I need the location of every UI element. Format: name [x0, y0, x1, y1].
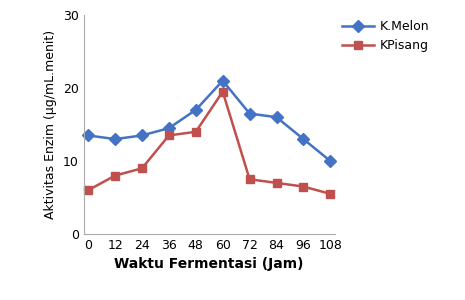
KPisang [166, 134, 172, 137]
K.Melon [220, 79, 226, 83]
K.Melon [300, 137, 306, 141]
KPisang [327, 192, 333, 196]
K.Melon [139, 134, 145, 137]
K.Melon [193, 108, 199, 112]
Line: K.Melon: K.Melon [84, 76, 334, 165]
K.Melon [327, 159, 333, 163]
K.Melon [274, 116, 279, 119]
KPisang [300, 185, 306, 188]
X-axis label: Waktu Fermentasi (Jam): Waktu Fermentasi (Jam) [114, 257, 304, 272]
KPisang [193, 130, 199, 134]
Legend: K.Melon, KPisang: K.Melon, KPisang [337, 15, 434, 57]
KPisang [86, 188, 91, 192]
KPisang [274, 181, 279, 185]
K.Melon [112, 137, 118, 141]
KPisang [247, 178, 252, 181]
K.Melon [247, 112, 252, 115]
KPisang [220, 90, 226, 94]
K.Melon [166, 126, 172, 130]
Line: KPisang: KPisang [84, 88, 334, 198]
KPisang [139, 167, 145, 170]
KPisang [112, 174, 118, 177]
Y-axis label: Aktivitas Enzim (μg/mL.menit): Aktivitas Enzim (μg/mL.menit) [45, 30, 57, 219]
K.Melon [86, 134, 91, 137]
